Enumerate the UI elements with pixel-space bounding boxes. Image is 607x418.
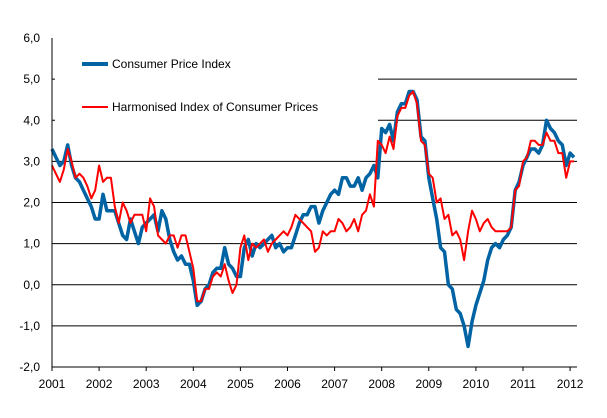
x-tick-label: 2006 bbox=[274, 377, 301, 391]
y-tick-label: 1,0 bbox=[23, 237, 40, 251]
x-tick-label: 2012 bbox=[557, 377, 584, 391]
x-tick-label: 2009 bbox=[415, 377, 442, 391]
x-tick-label: 2004 bbox=[180, 377, 207, 391]
x-tick-label: 2010 bbox=[463, 377, 490, 391]
y-tick-label: 3,0 bbox=[23, 154, 40, 168]
y-tick-label: -2,0 bbox=[19, 360, 40, 374]
axes: 6,0 5,0 4,0 3,0 2,0 1,0 0,0 -1,0 -2,0 2001 2002 200… bbox=[19, 31, 583, 391]
x-tick-label: 2005 bbox=[227, 377, 254, 391]
x-tick-label: 2011 bbox=[510, 377, 536, 391]
y-tick-label: -1,0 bbox=[19, 319, 40, 333]
x-tick-label: 2001 bbox=[39, 377, 66, 391]
series-line-hicp bbox=[51, 90, 574, 303]
y-tick-label: 0,0 bbox=[23, 278, 40, 292]
y-tick-label: 2,0 bbox=[23, 196, 40, 210]
series-line-cpi bbox=[50, 89, 576, 349]
legend-background bbox=[55, 44, 378, 128]
x-tick-label: 2003 bbox=[133, 377, 160, 391]
y-tick-label: 6,0 bbox=[23, 31, 40, 45]
legend-label-hicp: Harmonised Index of Consumer Prices bbox=[112, 100, 318, 114]
legend-label-cpi: Consumer Price Index bbox=[112, 57, 231, 71]
x-tick-label: 2008 bbox=[368, 377, 395, 391]
y-tick-label: 5,0 bbox=[23, 72, 40, 86]
y-tick-label: 4,0 bbox=[23, 113, 40, 127]
x-tick-label: 2007 bbox=[321, 377, 348, 391]
series-lines bbox=[50, 89, 576, 349]
x-tick-label: 2002 bbox=[86, 377, 113, 391]
legend: Consumer Price Index Harmonised Index of… bbox=[82, 57, 318, 114]
